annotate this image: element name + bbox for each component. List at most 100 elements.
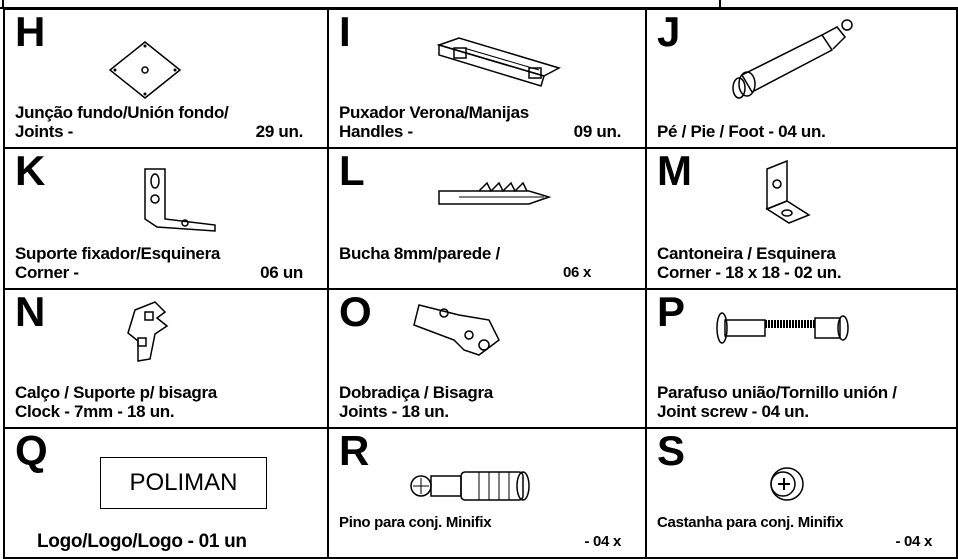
part-description: Calço / Suporte p/ bisagra Clock - 7mm - … (15, 383, 303, 421)
part-drawing (732, 19, 853, 99)
quantity: 06 un (260, 263, 303, 282)
part-drawing (127, 301, 169, 362)
part-drawing (716, 312, 849, 344)
part-icon (647, 290, 958, 395)
part-cell: L Bucha 8mm/parede / 06 x (327, 147, 647, 290)
quantity: 06 x (563, 264, 591, 281)
part-drawing (438, 181, 552, 205)
part-letter: P (657, 288, 686, 335)
part-description: Dobradiça / Bisagra Joints - 18 un. (339, 383, 621, 421)
description-text: Dobradiça / Bisagra (339, 383, 493, 402)
part-letter: O (339, 288, 372, 335)
part-drawing (765, 159, 811, 224)
part-cell: H Junção fundo/Unión fondo/Joints - 29 un. (3, 8, 329, 149)
part-drawing (436, 37, 561, 87)
part-letter: J (657, 8, 681, 55)
part-icon (647, 149, 958, 254)
description-text: Castanha para conj. Minifix (657, 514, 844, 531)
part-cell: J Pé / Pie / Foot - 04 un. (645, 8, 958, 149)
description-text: Pé / Pie / Foot - 04 un. (657, 122, 826, 141)
description-text: Joints - (15, 122, 74, 141)
part-cell: I Puxador Verona/Manijas Handles - 09 un. (327, 8, 647, 149)
part-description: Logo/Logo/Logo - 01 un (37, 532, 303, 551)
part-icon (647, 429, 958, 534)
part-description: Pé / Pie / Foot - 04 un. (657, 122, 932, 141)
part-description: Pino para conj. Minifix - 04 x (339, 513, 621, 551)
part-letter: R (339, 427, 370, 474)
part-description: Cantoneira / Esquinera Corner - 18 x 18 -… (657, 244, 932, 282)
description-line: Corner - 18 x 18 - 02 un. (657, 263, 932, 282)
description-text: Handles - (339, 122, 413, 141)
part-icon (329, 429, 649, 534)
part-letter: H (15, 8, 46, 55)
description-text: Corner - 18 x 18 - 02 un. (657, 263, 842, 282)
description-line: 06 x (339, 263, 621, 282)
part-letter: I (339, 8, 351, 55)
description-text: Corner - (15, 263, 79, 282)
part-icon (5, 10, 331, 115)
part-icon (329, 290, 649, 395)
part-cell: K Suporte fixador/Esquinera Corner - 06 un (3, 147, 329, 290)
logo: POLIMAN (100, 457, 267, 509)
description-line: - 04 x (339, 532, 621, 551)
part-icon (5, 149, 331, 254)
part-description: Castanha para conj. Minifix - 04 x (657, 513, 932, 551)
part-description: Junção fundo/Unión fondo/Joints - 29 un. (15, 103, 303, 141)
description-text: Bucha 8mm/parede / (339, 244, 500, 263)
part-description: Suporte fixador/Esquinera Corner - 06 un (15, 244, 303, 282)
description-line: Parafuso união/Tornillo unión / (657, 383, 932, 402)
description-line: Corner - 06 un (15, 263, 303, 282)
part-letter: L (339, 147, 365, 194)
description-text: Joint screw - 04 un. (657, 402, 809, 421)
description-line: Calço / Suporte p/ bisagra (15, 383, 303, 402)
part-cell: S Castanha para conj. Minifix - 04 x (645, 427, 958, 559)
part-drawing (108, 41, 182, 99)
description-line: Castanha para conj. Minifix (657, 513, 932, 532)
description-text: Joints - 18 un. (339, 402, 449, 421)
part-cell: Q POLIMAN Logo/Logo/Logo - 01 un (3, 427, 329, 559)
part-icon (5, 290, 331, 395)
part-cell: O Dobradiça / Bisagra Joints - 18 un. (327, 288, 647, 429)
description-text: Parafuso união/Tornillo unión / (657, 383, 897, 402)
part-drawing (144, 168, 216, 232)
description-text: Clock - 7mm - 18 un. (15, 402, 175, 421)
part-cell: M Cantoneira / Esquinera Corner - 18 x 18 … (645, 147, 958, 290)
description-text: Cantoneira / Esquinera (657, 244, 836, 263)
description-line: Logo/Logo/Logo - 01 un (37, 532, 303, 551)
part-letter: M (657, 147, 692, 194)
part-letter: S (657, 427, 686, 474)
part-drawing (770, 467, 804, 501)
description-line: Pé / Pie / Foot - 04 un. (657, 122, 932, 141)
quantity: - 04 x (895, 533, 932, 550)
description-line: Handles - 09 un. (339, 122, 621, 141)
part-letter: Q (15, 427, 48, 474)
part-cell: N Calço / Suporte p/ bisagra Clock - 7mm -… (3, 288, 329, 429)
description-line: Bucha 8mm/parede / (339, 244, 621, 263)
part-drawing (413, 304, 500, 356)
quantity: 09 un. (573, 122, 622, 141)
part-drawing (410, 471, 530, 501)
part-icon (329, 149, 649, 254)
description-line: Joints - 29 un. (15, 122, 303, 141)
part-cell: P Parafuso união/Tornillo unión / Joint sc… (645, 288, 958, 429)
description-line: - 04 x (657, 532, 932, 551)
part-cell: R Pino para conj. Minifix - 04 x (327, 427, 647, 559)
description-text: Suporte fixador/Esquinera (15, 244, 221, 263)
description-line: Joint screw - 04 un. (657, 402, 932, 421)
description-text: Pino para conj. Minifix (339, 514, 492, 531)
part-icon (329, 10, 649, 115)
description-text: Junção fundo/Unión fondo/ (15, 103, 229, 122)
description-line: Dobradiça / Bisagra (339, 383, 621, 402)
description-line: Clock - 7mm - 18 un. (15, 402, 303, 421)
description-line: Suporte fixador/Esquinera (15, 244, 303, 263)
part-description: Bucha 8mm/parede / 06 x (339, 244, 621, 282)
description-line: Puxador Verona/Manijas (339, 103, 621, 122)
part-description: Puxador Verona/Manijas Handles - 09 un. (339, 103, 621, 141)
quantity: 29 un. (255, 122, 304, 141)
description-line: Junção fundo/Unión fondo/ (15, 103, 303, 122)
part-icon (647, 10, 958, 115)
part-letter: N (15, 288, 46, 335)
quantity: - 04 x (584, 533, 621, 550)
description-line: Cantoneira / Esquinera (657, 244, 932, 263)
